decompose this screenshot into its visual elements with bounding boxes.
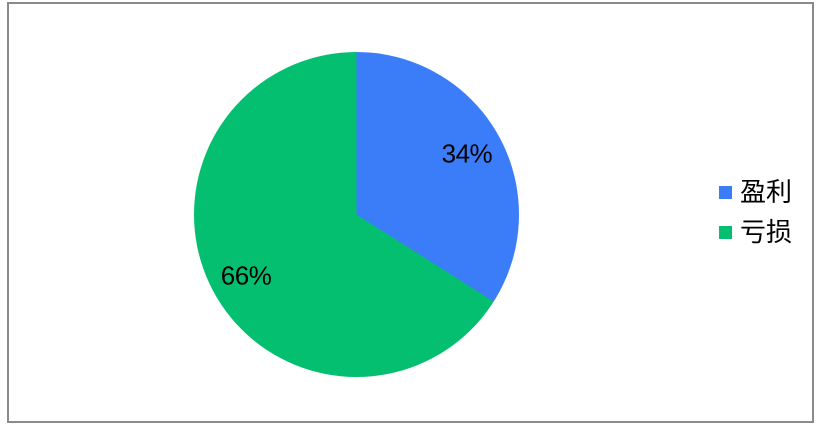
pie-chart[interactable] [194, 52, 519, 377]
legend-label-loss: 亏损 [740, 217, 793, 247]
legend-item-profit[interactable]: 盈利 [719, 179, 792, 205]
legend-item-loss[interactable]: 亏损 [719, 219, 792, 245]
legend-label-profit: 盈利 [740, 177, 793, 207]
legend-swatch-profit-icon [719, 185, 732, 199]
pie-data-label: 66% [220, 260, 272, 291]
legend-swatch-loss-icon [719, 225, 732, 239]
legend: 盈利 亏损 [719, 179, 792, 245]
pie-data-label: 34% [441, 138, 493, 169]
